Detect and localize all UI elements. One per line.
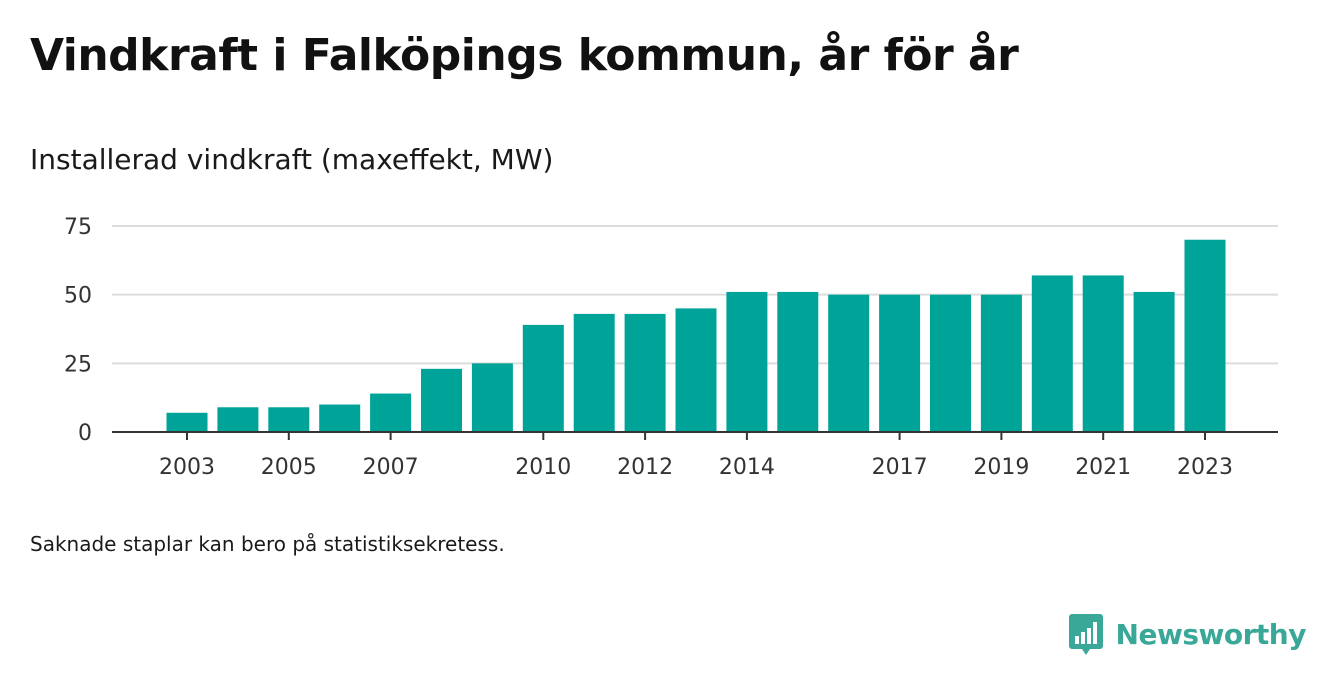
- bar: [828, 294, 870, 432]
- brand-name: Newsworthy: [1115, 617, 1307, 651]
- bar: [624, 313, 666, 432]
- bar: [471, 363, 513, 432]
- bar: [573, 313, 615, 432]
- x-tick-label: 2021: [1075, 455, 1131, 480]
- bar: [879, 294, 921, 432]
- bar: [726, 291, 768, 432]
- y-tick-label: 25: [64, 352, 92, 377]
- bar: [217, 407, 259, 432]
- x-tick-label: 2012: [617, 455, 673, 480]
- bar: [1082, 275, 1124, 432]
- bar: [675, 308, 717, 432]
- chart-title: Vindkraft i Falköpings kommun, år för år: [30, 30, 1019, 81]
- bar-chart: 0 25 50 75 2003 2005 2007 2010 2012 2014 2017 2019 2…: [64, 215, 1278, 480]
- chart-subtitle: Installerad vindkraft (maxeffekt, MW): [30, 143, 554, 176]
- x-tick-label: 2023: [1177, 455, 1233, 480]
- newsworthy-logo-icon: [1068, 614, 1103, 655]
- bar: [268, 407, 310, 432]
- bar: [1184, 239, 1226, 432]
- x-tick-label: 2005: [261, 455, 317, 480]
- bar: [370, 393, 412, 432]
- bar: [522, 324, 564, 432]
- bar: [777, 291, 819, 432]
- y-tick-label: 50: [64, 284, 92, 309]
- brand-logo: Newsworthy: [1068, 612, 1307, 656]
- bar: [930, 294, 971, 432]
- footnote: Saknade staplar kan bero på statistiksek…: [30, 532, 505, 556]
- x-tick-label: 2019: [973, 455, 1029, 480]
- bar: [421, 368, 462, 432]
- x-tick-label: 2010: [515, 455, 571, 480]
- bar: [319, 404, 361, 432]
- bar: [1031, 275, 1073, 432]
- y-tick-label: 0: [78, 421, 92, 446]
- x-tick-label: 2014: [719, 455, 775, 480]
- x-tick-label: 2007: [363, 455, 419, 480]
- bar: [980, 294, 1022, 432]
- y-tick-label: 75: [64, 215, 92, 240]
- bar: [1133, 291, 1175, 432]
- x-tick-label: 2017: [872, 455, 928, 480]
- bar: [166, 412, 208, 432]
- x-tick-label: 2003: [159, 455, 215, 480]
